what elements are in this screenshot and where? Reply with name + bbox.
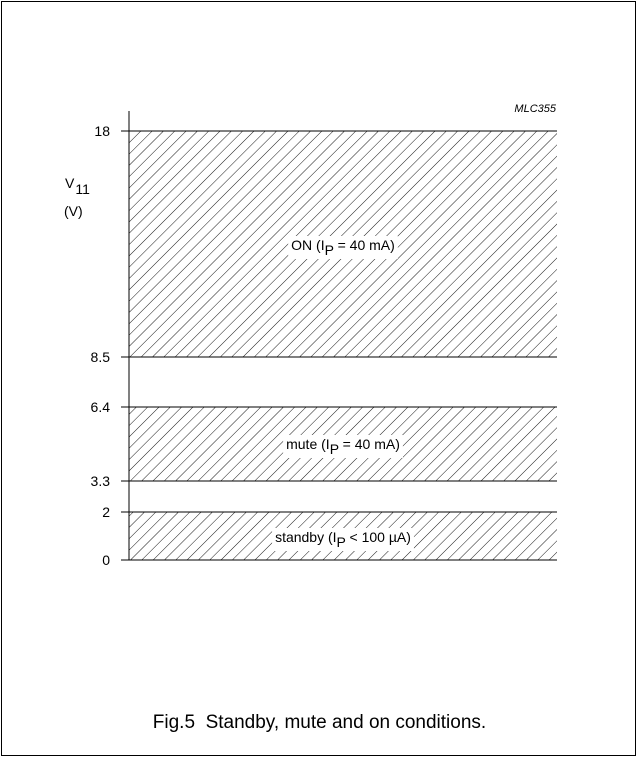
figure-code: MLC355 xyxy=(514,103,556,115)
y-axis-label: V11 xyxy=(65,175,90,197)
region-label-text: standby (IP < 100 µA) xyxy=(275,529,411,550)
region-label-text: ON (IP = 40 mA) xyxy=(291,237,395,258)
y-tick-label: 6.4 xyxy=(91,399,111,415)
region-label-1: mute (IP = 40 mA) xyxy=(283,435,403,458)
region-label-text: mute (IP = 40 mA) xyxy=(286,436,400,457)
region-label-2: standby (IP < 100 µA) xyxy=(272,528,414,551)
y-tick-label: 0 xyxy=(102,552,110,568)
region-label-bg xyxy=(283,435,403,458)
y-tick-label: 3.3 xyxy=(91,473,111,489)
figure-caption: Fig.5 Standby, mute and on conditions. xyxy=(152,712,487,733)
region-label-bg xyxy=(288,236,398,259)
y-tick-label: 2 xyxy=(102,504,110,520)
y-tick-label: 8.5 xyxy=(91,349,111,365)
region-label-0: ON (IP = 40 mA) xyxy=(288,236,398,259)
y-axis-unit: (V) xyxy=(64,203,83,219)
region-label-bg xyxy=(272,528,414,551)
y-tick-label: 18 xyxy=(94,123,110,139)
